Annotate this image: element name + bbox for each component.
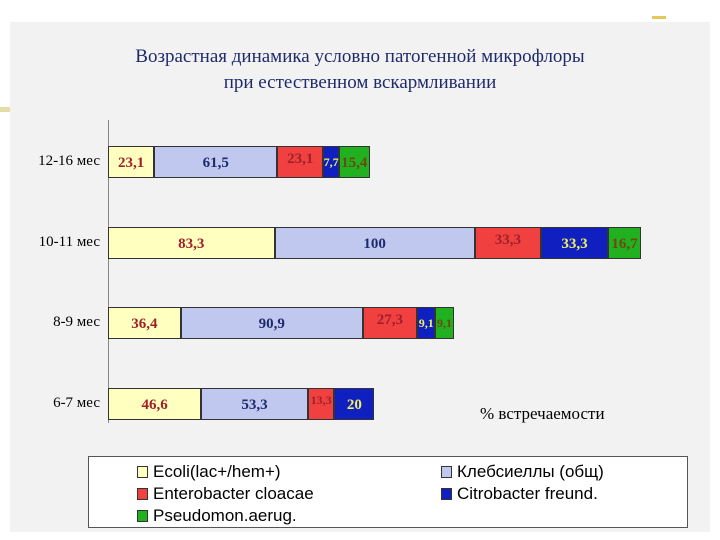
bar-ecoli-8-9 (108, 307, 181, 339)
data-label-citrobacter-8-9: 9,1 (418, 316, 434, 330)
data-label-klebsiella-8-9: 90,9 (258, 316, 285, 332)
bar-enterobacter-6-7 (307, 388, 335, 420)
legend: Ecoli(lac+/hem+) Клебсиеллы (общ) Entero… (88, 456, 688, 528)
bar-ecoli-12-16 (108, 146, 155, 178)
data-label-enterobacter-8-9: 27,3 (376, 312, 404, 328)
data-label-enterobacter-12-16: 23,1 (287, 151, 314, 167)
bar-klebsiella-12-16 (154, 146, 278, 178)
legend-item-ecoli: Ecoli(lac+/hem+) (137, 462, 281, 482)
axis-note: % встречаемости (480, 404, 605, 423)
chart-panel (10, 22, 710, 532)
bar-citrobacter-8-9 (417, 307, 436, 339)
data-label-ecoli-12-16: 23,1 (117, 155, 145, 171)
legend-label-pseudomonas: Pseudomon.aerug. (153, 506, 297, 525)
data-label-ecoli-10-11: 83,3 (178, 236, 205, 252)
bar-pseudomonas-12-16 (338, 146, 370, 178)
data-label-ecoli-8-9: 36,4 (131, 316, 158, 332)
data-label-citrobacter-6-7: 20 (346, 397, 362, 413)
chart-title: Возрастная динамика условно патогенной м… (10, 44, 710, 96)
category-label-10-11: 10-11 мес (38, 234, 100, 250)
category-label-8-9: 8-9 мес (53, 314, 100, 330)
data-label-pseudomonas-8-9: 9,1 (437, 316, 452, 330)
legend-item-enterobacter: Enterobacter cloacae (137, 484, 314, 504)
chart-title-line-2: при естественном вскармливании (223, 72, 497, 93)
bar-enterobacter-8-9 (362, 307, 418, 339)
chart-title-line-1: Возрастная динамика условно патогенной м… (135, 46, 585, 67)
category-axis (108, 120, 109, 423)
bar-citrobacter-6-7 (334, 388, 375, 420)
data-label-klebsiella-12-16: 61,5 (202, 155, 229, 171)
data-label-citrobacter-12-16: 7,7 (323, 155, 339, 169)
data-label-enterobacter-10-11: 33,3 (494, 232, 522, 248)
legend-swatch-enterobacter (137, 488, 148, 500)
legend-swatch-klebsiella (441, 466, 452, 478)
bar-enterobacter-10-11 (474, 227, 542, 259)
bar-citrobacter-10-11 (541, 227, 608, 259)
legend-swatch-ecoli (137, 466, 148, 478)
category-label-12-16: 12-16 мес (38, 153, 100, 169)
legend-item-citrobacter: Citrobacter freund. (441, 484, 598, 504)
data-label-pseudomonas-12-16: 15,4 (341, 155, 368, 171)
legend-label-klebsiella: Клебсиеллы (общ) (457, 462, 604, 481)
legend-item-klebsiella: Клебсиеллы (общ) (441, 462, 604, 482)
data-label-ecoli-6-7: 46,6 (141, 397, 168, 413)
category-label-6-7: 6-7 мес (53, 395, 100, 411)
data-label-pseudomonas-10-11: 16,7 (611, 236, 638, 252)
bar-enterobacter-12-16 (277, 146, 324, 178)
bar-klebsiella-6-7 (201, 388, 308, 420)
slide-accent-top (652, 16, 666, 19)
bar-pseudomonas-8-9 (435, 307, 454, 339)
legend-label-enterobacter: Enterobacter cloacae (153, 484, 314, 503)
legend-swatch-citrobacter (441, 488, 452, 500)
legend-label-ecoli: Ecoli(lac+/hem+) (153, 462, 281, 481)
legend-label-citrobacter: Citrobacter freund. (457, 484, 598, 503)
bar-pseudomonas-10-11 (607, 227, 642, 259)
legend-swatch-pseudomonas (137, 510, 148, 522)
legend-item-pseudomonas: Pseudomon.aerug. (137, 506, 297, 526)
bar-ecoli-10-11 (108, 227, 275, 259)
data-label-klebsiella-6-7: 53,3 (241, 397, 268, 413)
slide-accent-left (0, 107, 12, 112)
data-label-citrobacter-10-11: 33,3 (561, 236, 588, 252)
bar-citrobacter-12-16 (323, 146, 339, 178)
data-label-klebsiella-10-11: 100 (363, 236, 386, 252)
bar-klebsiella-10-11 (274, 227, 475, 259)
bar-klebsiella-8-9 (180, 307, 363, 339)
bar-ecoli-6-7 (108, 388, 202, 420)
data-label-enterobacter-6-7: 13,3 (310, 393, 332, 407)
